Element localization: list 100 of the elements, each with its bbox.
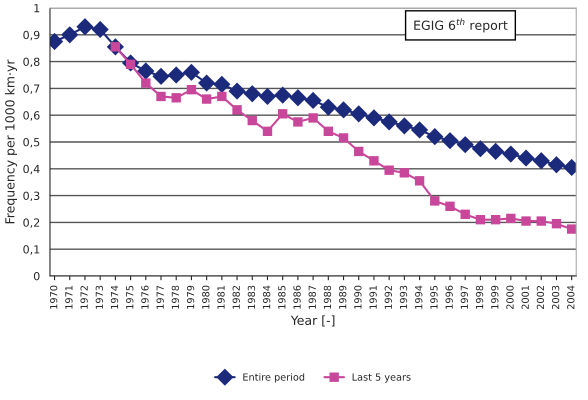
x-tick-label: 1996 [445, 286, 453, 309]
point [186, 85, 196, 94]
point [244, 85, 261, 102]
x-tick-label: 1999 [491, 286, 498, 309]
x-tick-label: 1986 [293, 286, 301, 309]
point [92, 21, 109, 38]
x-tick-label: 2002 [536, 286, 544, 310]
point [460, 210, 470, 220]
y-tick-label: 0,5 [23, 138, 40, 148]
point [566, 224, 576, 234]
x-tick-label: 1983 [248, 286, 256, 309]
x-tick-label: 1973 [96, 286, 103, 309]
point [552, 219, 562, 228]
x-tick-label: 1978 [172, 286, 180, 309]
x-tick-label: 1995 [430, 286, 438, 309]
x-tick-label: 1984 [262, 286, 270, 309]
x-tick-label: 1977 [156, 286, 164, 309]
y-tick-label: 0 [34, 272, 40, 280]
x-tick-label: 1988 [324, 286, 332, 309]
point [521, 216, 531, 226]
point [217, 92, 227, 102]
x-tick-label: 1994 [415, 286, 422, 309]
y-tick-label: 0,1 [23, 245, 40, 255]
x-tick-label: 1971 [65, 286, 73, 309]
point [278, 109, 288, 119]
point [335, 101, 352, 118]
x-tick-label: 1972 [80, 286, 88, 309]
point [183, 64, 200, 81]
point [213, 76, 230, 93]
point [354, 146, 364, 156]
x-tick-label: 2004 [567, 286, 574, 310]
x-tick-label: 1980 [202, 286, 210, 309]
y-tick-label: 1 [34, 4, 40, 12]
point [396, 118, 413, 134]
point [472, 140, 489, 158]
point [274, 86, 292, 104]
legend-label: Entire period [243, 373, 304, 383]
point [430, 196, 440, 206]
x-tick-label: 1990 [354, 286, 362, 309]
point [228, 82, 246, 100]
x-tick-label: 1985 [278, 286, 286, 309]
point [518, 150, 534, 166]
point [476, 215, 486, 224]
x-tick-label: 1979 [186, 286, 194, 309]
point [156, 92, 166, 102]
point [290, 89, 306, 106]
y-tick-label: 0,4 [23, 164, 40, 174]
x-axis-title: Year [-] [290, 315, 334, 326]
x-tick-label: 1997 [460, 286, 468, 309]
x-tick-label: 2003 [552, 286, 560, 310]
point [442, 132, 458, 150]
x-tick-label: 1993 [400, 286, 408, 309]
x-tick-label: 2000 [506, 286, 514, 310]
point [259, 88, 276, 105]
point [320, 98, 337, 116]
x-tick-label: 1987 [308, 286, 316, 309]
point [414, 176, 424, 186]
point [248, 116, 257, 126]
point [172, 93, 181, 102]
y-tick-label: 0,3 [23, 192, 40, 202]
x-tick-label: 1974 [110, 286, 118, 309]
point [426, 128, 444, 146]
point [152, 68, 170, 85]
x-tick-label: 2001 [522, 286, 529, 310]
x-tick-label: 1981 [217, 286, 225, 309]
y-tick-label: 0,7 [23, 84, 40, 94]
x-tick-label: 1998 [476, 286, 484, 309]
point [445, 202, 455, 212]
point [506, 214, 516, 224]
x-tick-label: 1975 [126, 286, 134, 309]
point [502, 146, 520, 162]
point [198, 74, 216, 92]
point [380, 114, 398, 130]
annotation: EGIG 6$^{th}$ report [414, 18, 508, 32]
y-tick-label: 0,6 [23, 111, 40, 121]
point [350, 105, 368, 122]
point [202, 94, 212, 104]
point [366, 110, 382, 126]
y-tick-label: 0,9 [23, 30, 40, 40]
x-tick-label: 1976 [141, 286, 149, 309]
point [548, 156, 565, 174]
point [262, 126, 272, 136]
point [384, 165, 394, 175]
point [137, 62, 154, 80]
point [141, 78, 150, 88]
y-tick-label: 0,8 [23, 58, 40, 68]
point [232, 105, 242, 115]
point [304, 92, 322, 109]
x-tick-label: 1991 [369, 286, 377, 309]
point [536, 216, 546, 226]
point [456, 136, 474, 154]
y-axis-title: Frequency per 1000 km·yr [4, 60, 18, 224]
point [400, 168, 410, 178]
point [490, 215, 500, 224]
legend-label: Last 5 years [352, 373, 411, 383]
point [76, 18, 94, 36]
x-tick-label: 1982 [232, 286, 240, 309]
x-tick-label: 1992 [384, 286, 392, 309]
point [324, 126, 334, 136]
point [293, 117, 303, 127]
